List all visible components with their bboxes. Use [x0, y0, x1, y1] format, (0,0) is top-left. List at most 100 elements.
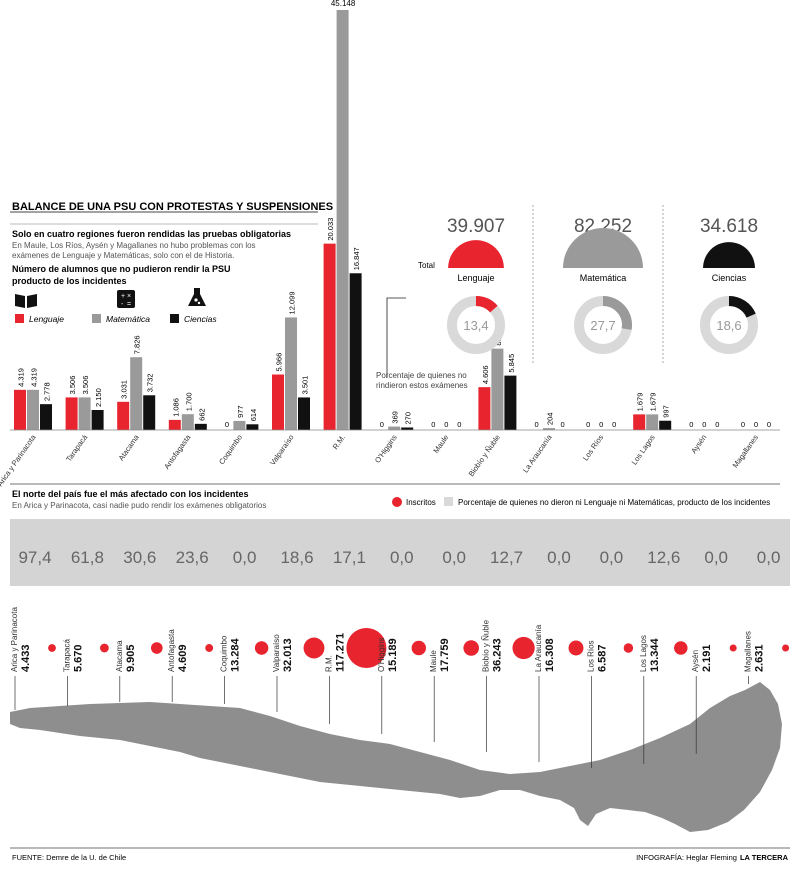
- bar-ciencias: [349, 273, 362, 430]
- bar-value-label: 2.778: [43, 382, 52, 401]
- region-inscritos: 4.609: [177, 644, 189, 672]
- legend-swatch-lenguaje: [15, 314, 24, 323]
- region-name: Los Ríos: [586, 640, 595, 672]
- bar-value-label: 3.732: [146, 374, 155, 393]
- legend-inscritos: Inscritos: [406, 498, 436, 507]
- category-label: Magallanes: [731, 433, 761, 470]
- source-note: FUENTE: Demre de la U. de Chile: [12, 853, 126, 862]
- region-inscritos-bubble: [48, 644, 56, 652]
- category-label: Coquimbo: [217, 433, 244, 466]
- region-inscritos-bubble: [463, 640, 479, 656]
- region-name: O'Higgins: [377, 638, 386, 672]
- donut-arc-matematica: [602, 296, 632, 330]
- bar-value-label: 270: [404, 412, 413, 425]
- bar-value-label: 0: [599, 420, 603, 429]
- region-name: Magallanes: [744, 631, 753, 672]
- map-leaders: [14, 676, 749, 768]
- region-name: Valparaíso: [272, 634, 281, 672]
- bar-ciencias: [246, 424, 259, 430]
- region-pct: 0,0: [233, 548, 257, 567]
- total-value-lenguaje: 39.907: [447, 216, 505, 237]
- main-title: BALANCE DE UNA PSU CON PROTESTAS Y SUSPE…: [12, 201, 333, 213]
- total-semicircle-matematica: [563, 228, 643, 268]
- region-inscritos-bubble: [254, 641, 269, 655]
- bar-value-label: 3.506: [81, 376, 90, 395]
- bar-value-label: 1.086: [171, 398, 180, 417]
- north-title: El norte del país fue el más afectado co…: [12, 489, 249, 499]
- bar-lenguaje: [272, 374, 284, 430]
- region-inscritos: 15.189: [387, 638, 399, 672]
- bar-value-label: 7.826: [133, 335, 142, 354]
- bar-lenguaje: [478, 387, 491, 430]
- region-pct: 12,6: [647, 548, 680, 567]
- pct-note-line-2: rindieron estos exámenes: [376, 381, 468, 390]
- category-label: Atacama: [116, 432, 141, 462]
- book-icon: [15, 294, 37, 308]
- category-label: Antofagasta: [162, 432, 193, 471]
- region-pct: 0,0: [442, 548, 466, 567]
- donut-arc-lenguaje: [475, 296, 498, 313]
- bar-value-label: 0: [561, 420, 565, 429]
- region-inscritos: 2.191: [701, 644, 713, 672]
- bar-lenguaje: [323, 243, 336, 430]
- bar-value-label: 2.150: [94, 388, 103, 407]
- region-pct: 18,6: [280, 548, 313, 567]
- bar-value-label: 0: [457, 420, 461, 429]
- legend-label-matematica: Matemática: [106, 314, 150, 324]
- chart-label-line-1: Número de alumnos que no pudieron rendir…: [12, 264, 231, 274]
- bar-value-label: 662: [197, 408, 206, 421]
- legend-swatch-matematica: [92, 314, 101, 323]
- region-inscritos: 9.905: [125, 644, 137, 672]
- region-pct: 17,1: [333, 548, 366, 567]
- flask-icon: [188, 288, 206, 306]
- total-semicircle-lenguaje: [448, 240, 504, 268]
- bar-value-label: 0: [586, 420, 590, 429]
- region-name: Coquimbo: [220, 635, 229, 672]
- category-label: La Araucanía: [521, 432, 554, 474]
- bar-value-label: 0: [689, 420, 693, 429]
- bar-value-label: 0: [225, 420, 229, 429]
- region-inscritos-bubble: [150, 642, 163, 654]
- percent-band: [10, 519, 790, 586]
- region-name: Tarapacá: [62, 639, 71, 672]
- region-pct: 0,0: [704, 548, 728, 567]
- totals-panel: 39.907Lenguaje13,482.252Matemática27,734…: [447, 216, 758, 354]
- region-inscritos: 13.344: [649, 637, 661, 672]
- region-pct: 0,0: [547, 548, 571, 567]
- bar-ciencias: [298, 397, 310, 430]
- total-label: Total: [418, 261, 435, 270]
- bar-matematica: [233, 420, 246, 430]
- region-inscritos-bubble: [205, 644, 214, 652]
- category-label: Los Ríos: [581, 433, 605, 463]
- total-label-ciencias: Ciencias: [712, 273, 747, 283]
- bar-lenguaje: [168, 419, 181, 430]
- bar-matematica: [130, 357, 143, 430]
- credit-brand: LA TERCERA: [740, 853, 789, 862]
- total-value-ciencias: 34.618: [700, 216, 758, 237]
- region-inscritos: 117.271: [334, 633, 346, 672]
- bar-ciencias: [401, 427, 414, 430]
- region-pct: 23,6: [176, 548, 209, 567]
- bar-matematica: [78, 397, 91, 430]
- bar-value-label: 204: [546, 413, 555, 426]
- legend-inscritos-dot: [392, 497, 402, 507]
- legend-label-lenguaje: Lenguaje: [29, 314, 64, 324]
- bar-matematica: [181, 414, 194, 430]
- region-inscritos-bubble: [568, 640, 584, 656]
- bar-value-label: 977: [236, 405, 245, 418]
- bar-matematica: [27, 389, 39, 430]
- region-pct: 61,8: [71, 548, 104, 567]
- donut-pct-ciencias: 18,6: [716, 318, 741, 333]
- category-label: Tarapacá: [64, 432, 90, 463]
- region-strip: 97,4 Arica y Parinacota 4.433 61,8 Tarapacá 5…: [10, 548, 790, 672]
- bar-value-label: 3.501: [301, 376, 310, 395]
- region-inscritos-bubble: [674, 641, 688, 655]
- legend-swatch-ciencias: [170, 314, 179, 323]
- bar-matematica: [646, 414, 659, 430]
- bar-value-label: 0: [702, 420, 706, 429]
- region-name: Arica y Parinacota: [10, 607, 19, 672]
- bar-value-label: 20.033: [326, 218, 335, 241]
- bar-value-label: 0: [444, 420, 448, 429]
- region-inscritos: 17.759: [439, 638, 451, 672]
- region-inscritos: 16.308: [544, 638, 556, 672]
